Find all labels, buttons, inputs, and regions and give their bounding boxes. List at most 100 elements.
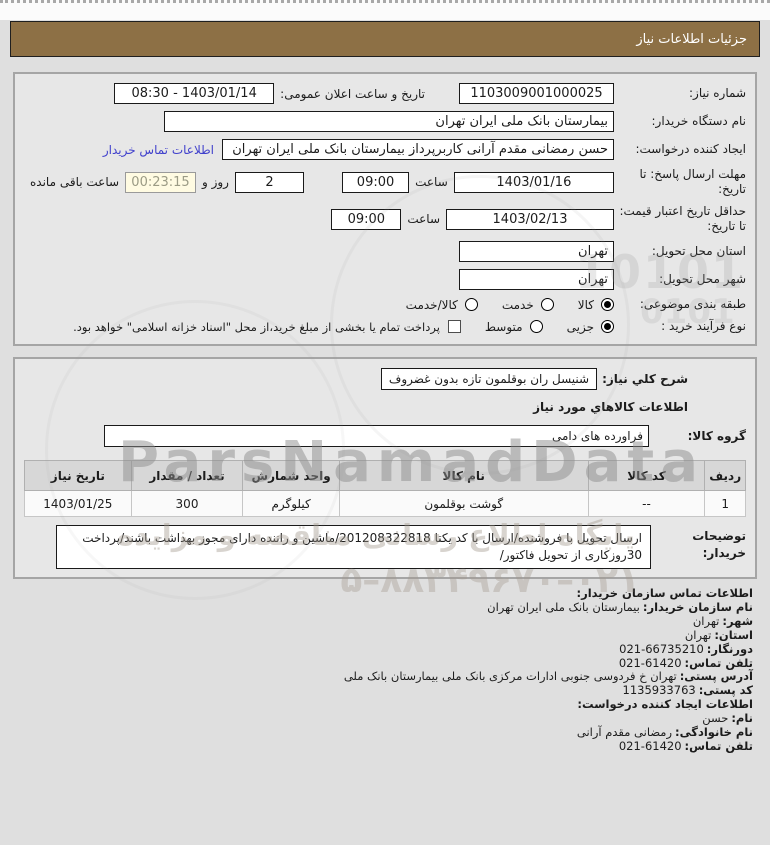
price-validity-row: حداقل تاریخ اعتبار قیمت: تا تاریخ: 1403/…: [24, 204, 746, 234]
contact-value: 1135933763: [622, 683, 696, 698]
contact-info-section: اطلاعات تماس سازمان خریدار: نام سازمان خ…: [0, 586, 753, 754]
buyer-org-field[interactable]: بیمارستان بانک ملی ایران تهران: [164, 111, 614, 132]
validity-hour-label: ساعت: [407, 212, 440, 226]
option-medium[interactable]: متوسط: [485, 320, 543, 334]
option-service[interactable]: خدمت: [502, 298, 554, 312]
contact-label: تلفن تماس:: [684, 738, 753, 753]
cell-count-unit: کیلوگرم: [242, 490, 340, 517]
col-count-unit: واحد شمارش: [242, 460, 340, 491]
need-description-value: شنیسل ران بوقلمون تازه بدون غضروف: [380, 368, 598, 390]
need-number-field[interactable]: 1103009001000025: [459, 83, 614, 104]
delivery-city-label: شهر محل تحویل:: [659, 272, 746, 286]
delivery-province-label: استان محل تحویل:: [651, 244, 746, 258]
goods-table-header-row: ردیف کد کالا نام کالا واحد شمارش تعداد /…: [24, 460, 746, 491]
announce-datetime-field[interactable]: 1403/01/14 - 08:30: [114, 83, 275, 104]
contact-line-city: شهر:تهران: [0, 613, 753, 629]
col-quantity: تعداد / مقدار: [130, 460, 244, 491]
page-title: جزئیات اطلاعات نیاز: [636, 31, 747, 47]
reply-deadline-row: مهلت ارسال پاسخ: تا تاریخ: 1403/01/16 سا…: [24, 167, 746, 197]
need-description-label: شرح کلي نیاز:: [602, 372, 688, 386]
cell-quantity: 300: [130, 490, 244, 517]
contact-value: 61420-021: [618, 655, 682, 670]
contact-value: بیمارستان بانک ملی ایران تهران: [487, 599, 640, 614]
contact-label: دورنگار:: [706, 641, 753, 656]
price-validity-date-field[interactable]: 1403/02/13: [446, 208, 614, 230]
treasury-checkbox[interactable]: [447, 320, 461, 333]
need-number-row: شماره نیاز: 1103009001000025 تاریخ و ساع…: [24, 83, 746, 104]
delivery-city-row: شهر محل تحویل: تهران: [24, 269, 746, 290]
radio-unselected-icon[interactable]: [464, 298, 478, 311]
option-partial-label: جزیی: [566, 319, 594, 334]
goods-section-heading: اطلاعات کالاهاي مورد نیاز: [533, 400, 688, 414]
price-validity-time-field[interactable]: 09:00: [331, 208, 402, 230]
deadline-hour-label: ساعت: [415, 175, 448, 189]
goods-group-field[interactable]: فراورده های دامی: [104, 425, 649, 447]
option-goods-service-label: کالا/خدمت: [405, 297, 458, 312]
col-item-code: کد کالا: [587, 460, 706, 491]
buyer-notes-row: توضیحات خریدار: ارسال تحویل با فروشنده/ا…: [24, 525, 746, 569]
contact-value: 61420-021: [618, 738, 682, 753]
request-creator-row: ایجاد کننده درخواست: حسن رمضانی مقدم آرا…: [24, 139, 746, 160]
contact-line-phone: تلفن تماس:61420-021: [0, 655, 753, 671]
classification-label: طبقه بندی موضوعی:: [639, 297, 746, 311]
contact-value: تهران: [684, 627, 712, 642]
cell-need-date: 1403/01/25: [24, 490, 132, 517]
delivery-province-row: استان محل تحویل: تهران: [24, 241, 746, 262]
contact-line-postal-code: کد پستی:1135933763: [0, 683, 753, 698]
cell-item-name: گوشت بوقلمون: [338, 490, 589, 517]
reply-deadline-time-field[interactable]: 09:00: [341, 171, 410, 193]
goods-group-row: گروه کالا: فراورده های دامی: [24, 425, 746, 447]
goods-table: ردیف کد کالا نام کالا واحد شمارش تعداد /…: [24, 460, 746, 517]
col-row-number: ردیف: [704, 460, 746, 491]
remaining-days-field[interactable]: 2: [234, 171, 304, 193]
buyer-notes-label: توضیحات خریدار:: [692, 529, 746, 560]
days-and-label: روز و: [201, 175, 229, 189]
contact-line-first-name: نام:حسن: [0, 711, 753, 726]
contact-label: استان:: [714, 627, 753, 642]
page-top-divider: [0, 0, 770, 20]
treasury-note-label: پرداخت تمام یا بخشی از مبلغ خرید،از محل …: [73, 319, 440, 334]
option-partial[interactable]: جزیی: [567, 320, 614, 334]
radio-unselected-icon[interactable]: [540, 298, 554, 311]
goods-group-label: گروه کالا:: [687, 429, 746, 443]
contact-line-province: استان:تهران: [0, 627, 753, 643]
treasury-payment-option: پرداخت تمام یا بخشی از مبلغ خرید،از محل …: [73, 320, 461, 334]
option-goods-service[interactable]: کالا/خدمت: [406, 298, 478, 312]
buyer-org-row: نام دستگاه خریدار: بیمارستان بانک ملی ای…: [24, 111, 746, 132]
option-goods[interactable]: کالا: [578, 298, 614, 312]
price-validity-label: حداقل تاریخ اعتبار قیمت: تا تاریخ:: [619, 204, 746, 233]
radio-selected-icon[interactable]: [601, 298, 614, 311]
contact-line-last-name: نام خانوادگی:رمضانی مقدم آرانی: [0, 725, 753, 740]
delivery-city-field[interactable]: تهران: [459, 269, 614, 290]
cell-item-code: --: [587, 490, 706, 517]
contact-value: تهران: [692, 613, 720, 628]
delivery-province-field[interactable]: تهران: [459, 241, 614, 262]
section-title-bar: جزئیات اطلاعات نیاز: [10, 21, 760, 57]
reply-deadline-label: مهلت ارسال پاسخ: تا تاریخ:: [639, 167, 746, 196]
contact-label: شهر:: [722, 613, 753, 628]
purchase-process-row: نوع فرآیند خرید : جزیی متوسط پرداخت تمام…: [24, 319, 746, 334]
classification-row: طبقه بندی موضوعی: کالا خدمت کالا/خدمت: [24, 297, 746, 312]
need-info-panel: شماره نیاز: 1103009001000025 تاریخ و ساع…: [13, 72, 757, 346]
buyer-notes-value[interactable]: ارسال تحویل با فروشنده/ارسال با کد یکتا …: [56, 525, 651, 569]
announce-datetime-label: تاریخ و ساعت اعلان عمومی:: [280, 86, 425, 101]
need-description-row: شرح کلي نیاز: شنیسل ران بوقلمون تازه بدو…: [24, 368, 688, 390]
radio-unselected-icon[interactable]: [529, 320, 543, 333]
buyer-contact-info-link[interactable]: اطلاعات تماس خریدار: [102, 142, 214, 157]
option-medium-label: متوسط: [484, 319, 523, 334]
contact-value: حسن: [702, 711, 729, 726]
col-need-date: تاریخ نیاز: [24, 460, 132, 491]
radio-selected-icon[interactable]: [601, 320, 614, 333]
contact-label: نام سازمان خریدار:: [642, 599, 753, 614]
hours-remaining-label: ساعت باقی مانده: [30, 175, 120, 189]
contact-line-address: آدرس پستی:تهران خ فردوسی جنوبی ادارات مر…: [0, 669, 753, 684]
goods-table-row: 1 -- گوشت بوقلمون کیلوگرم 300 1403/01/25: [24, 490, 746, 517]
col-item-name: نام کالا: [338, 460, 589, 491]
request-creator-field[interactable]: حسن رمضانی مقدم آرانی کاربرپرداز بیمارست…: [222, 139, 614, 160]
contact-label: آدرس پستی:: [679, 669, 753, 684]
reply-deadline-date-field[interactable]: 1403/01/16: [453, 171, 614, 193]
contact-line-org-name: نام سازمان خریدار:بیمارستان بانک ملی ایر…: [0, 599, 753, 615]
countdown-timer: 00:23:15: [125, 171, 196, 193]
creator-contact-heading: اطلاعات ایجاد کننده درخواست:: [577, 697, 753, 712]
